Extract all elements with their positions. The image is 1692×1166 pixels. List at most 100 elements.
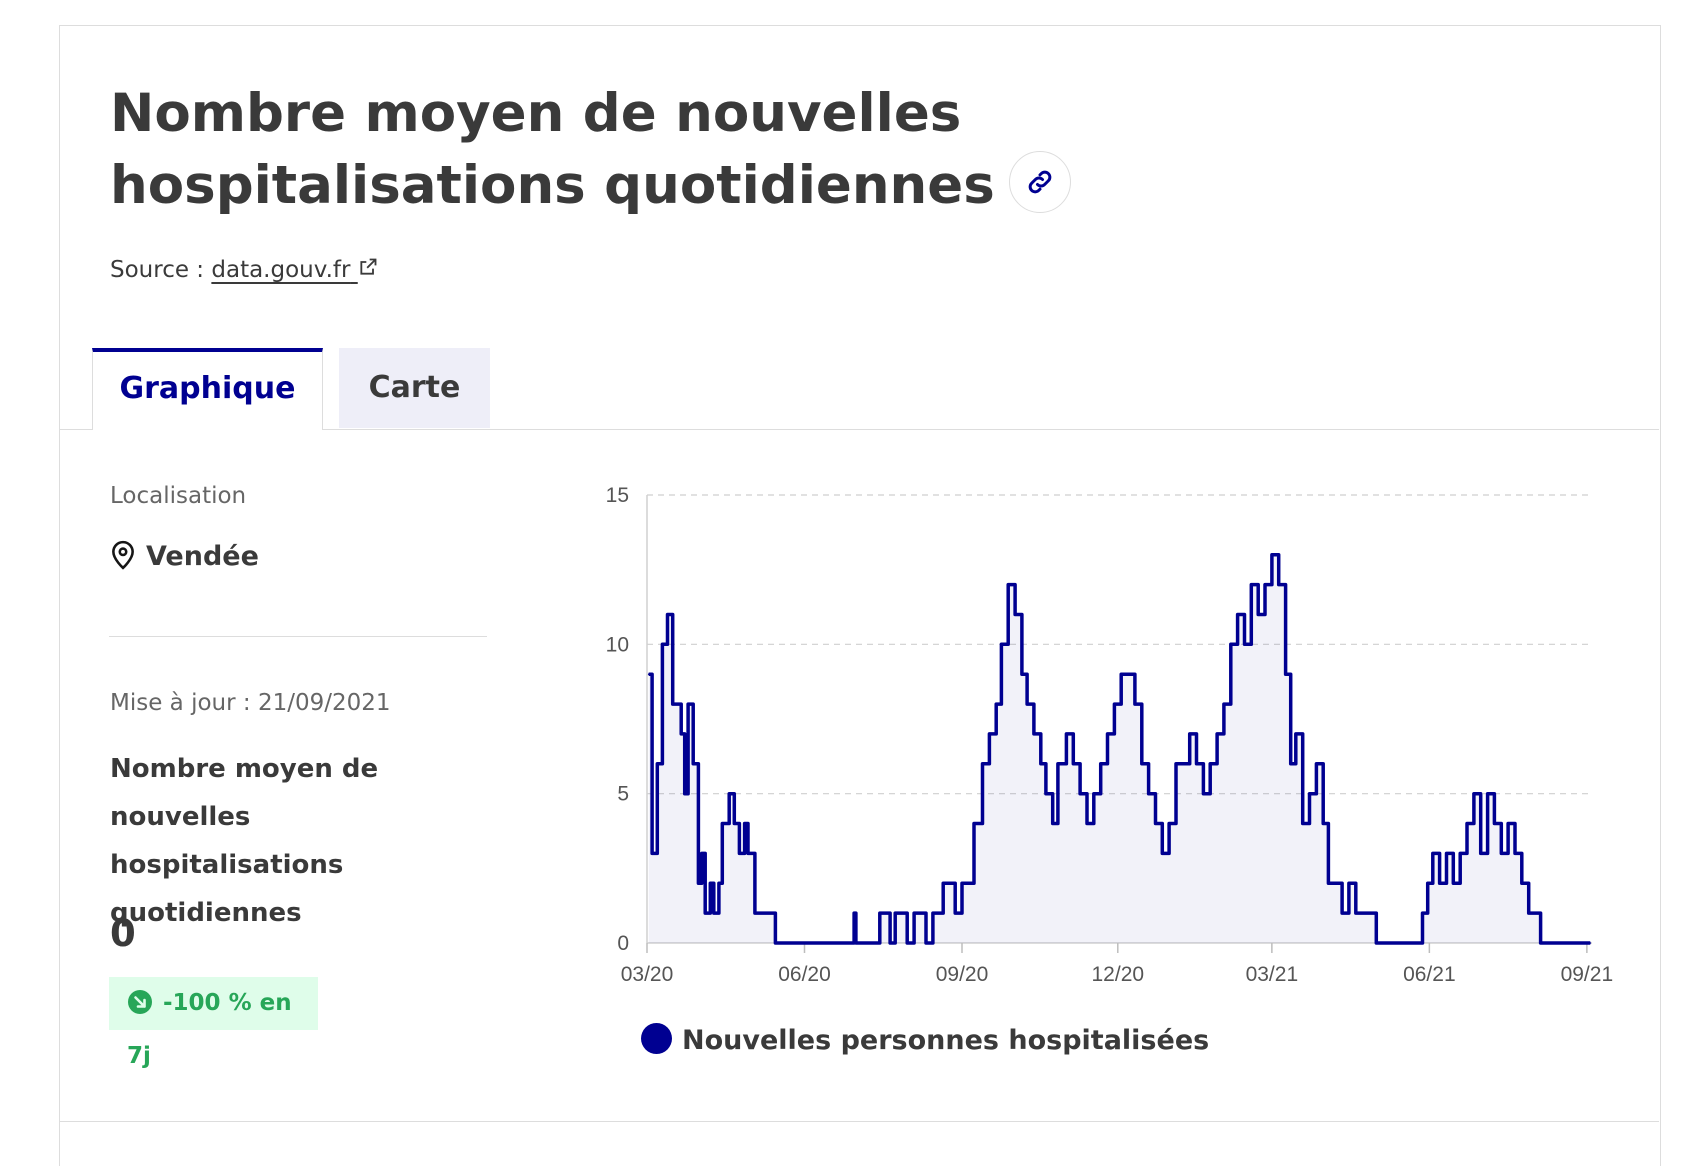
data-point [932,912,934,914]
data-point [1099,763,1102,765]
x-tick-label: 03/20 [621,963,674,986]
data-point [1127,673,1129,675]
data-point [1479,852,1482,855]
data-point [1057,763,1059,765]
x-tick-label: 06/20 [778,963,831,986]
data-point [1014,613,1016,616]
data-point [853,912,855,914]
indicator-card [59,25,1661,1166]
data-point [961,882,963,885]
data-point [1486,792,1489,795]
data-point [995,703,997,705]
data-point [1295,733,1297,735]
data-point [1147,792,1150,795]
data-point [1161,852,1164,855]
data-point [1414,942,1417,944]
data-point [1521,882,1523,885]
data-point [1134,703,1136,705]
data-point [894,912,896,914]
data-point [1051,822,1054,825]
y-tick-label: 15 [606,484,629,507]
series-area [648,554,1591,943]
data-point [1168,822,1170,825]
data-point [1322,822,1324,825]
data-point [656,763,659,765]
data-point [1348,882,1350,885]
update-date: Mise à jour : 21/09/2021 [110,690,391,716]
data-point [1341,912,1343,914]
data-point [913,912,915,914]
data-point [1230,643,1232,646]
data-point [1264,583,1266,586]
data-point [1327,882,1330,885]
data-point [1093,792,1095,795]
tab-graphique[interactable]: Graphique [92,348,323,430]
data-point [1426,882,1429,885]
data-point [879,912,881,914]
data-point [774,942,777,944]
data-point [1493,822,1496,825]
data-point [1289,763,1292,765]
data-point [713,912,715,914]
data-point [1209,763,1211,765]
data-point [1257,613,1259,616]
data-point [1007,583,1009,586]
data-point [1216,733,1218,735]
data-point [1452,882,1455,885]
location-value: Vendée [146,541,259,572]
data-point [1301,822,1304,825]
source-link-text: data.gouv.fr [211,257,351,283]
data-point [1223,703,1225,705]
data-point [683,792,686,795]
data-point [651,852,653,855]
data-point [738,852,741,855]
data-point [1026,703,1028,705]
source-line: Source : data.gouv.fr [110,257,378,283]
data-point [1355,912,1357,914]
data-point [718,882,720,885]
data-point [1072,763,1075,765]
x-tick-label: 09/20 [936,963,989,986]
data-point [1370,912,1372,914]
data-point [1154,822,1157,825]
y-tick-label: 5 [617,783,629,806]
data-point [733,822,736,825]
location-selector[interactable]: Vendée [110,540,259,573]
data-point [666,613,669,616]
data-point [1113,703,1116,705]
data-point [680,733,682,735]
copy-link-button[interactable] [1008,151,1071,214]
data-point [988,733,991,735]
data-point [1250,583,1253,586]
tab-carte[interactable]: Carte [339,348,490,428]
data-point [1361,912,1364,914]
data-point [1243,643,1246,646]
data-point [1045,792,1047,795]
data-point [942,882,944,885]
data-point [697,882,700,885]
data-point [1500,852,1503,855]
source-link[interactable]: data.gouv.fr [211,257,377,283]
trend-badge-text: -100 % en 7j [127,990,292,1069]
data-point [1065,733,1068,735]
data-point [1271,553,1273,556]
x-tick-label: 03/21 [1246,963,1299,986]
data-point [661,643,664,646]
hospitalisations-chart: 0 5 10 15 03/20 06/20 09/20 12/20 03/21 06/21 09/2… [606,484,1614,986]
external-link-icon [360,258,377,275]
data-point [1033,733,1035,735]
data-point [1539,942,1542,944]
data-point [671,703,674,705]
data-point [1175,763,1177,765]
data-point [1315,763,1318,765]
data-point [721,822,724,825]
data-point [1202,792,1205,795]
data-point [647,673,650,675]
data-point [1473,792,1475,795]
kpi-value: 0 [110,912,136,955]
data-point [1459,852,1461,855]
data-point [747,852,749,855]
data-point [701,852,703,855]
data-point [1438,882,1441,885]
data-point [754,912,756,914]
